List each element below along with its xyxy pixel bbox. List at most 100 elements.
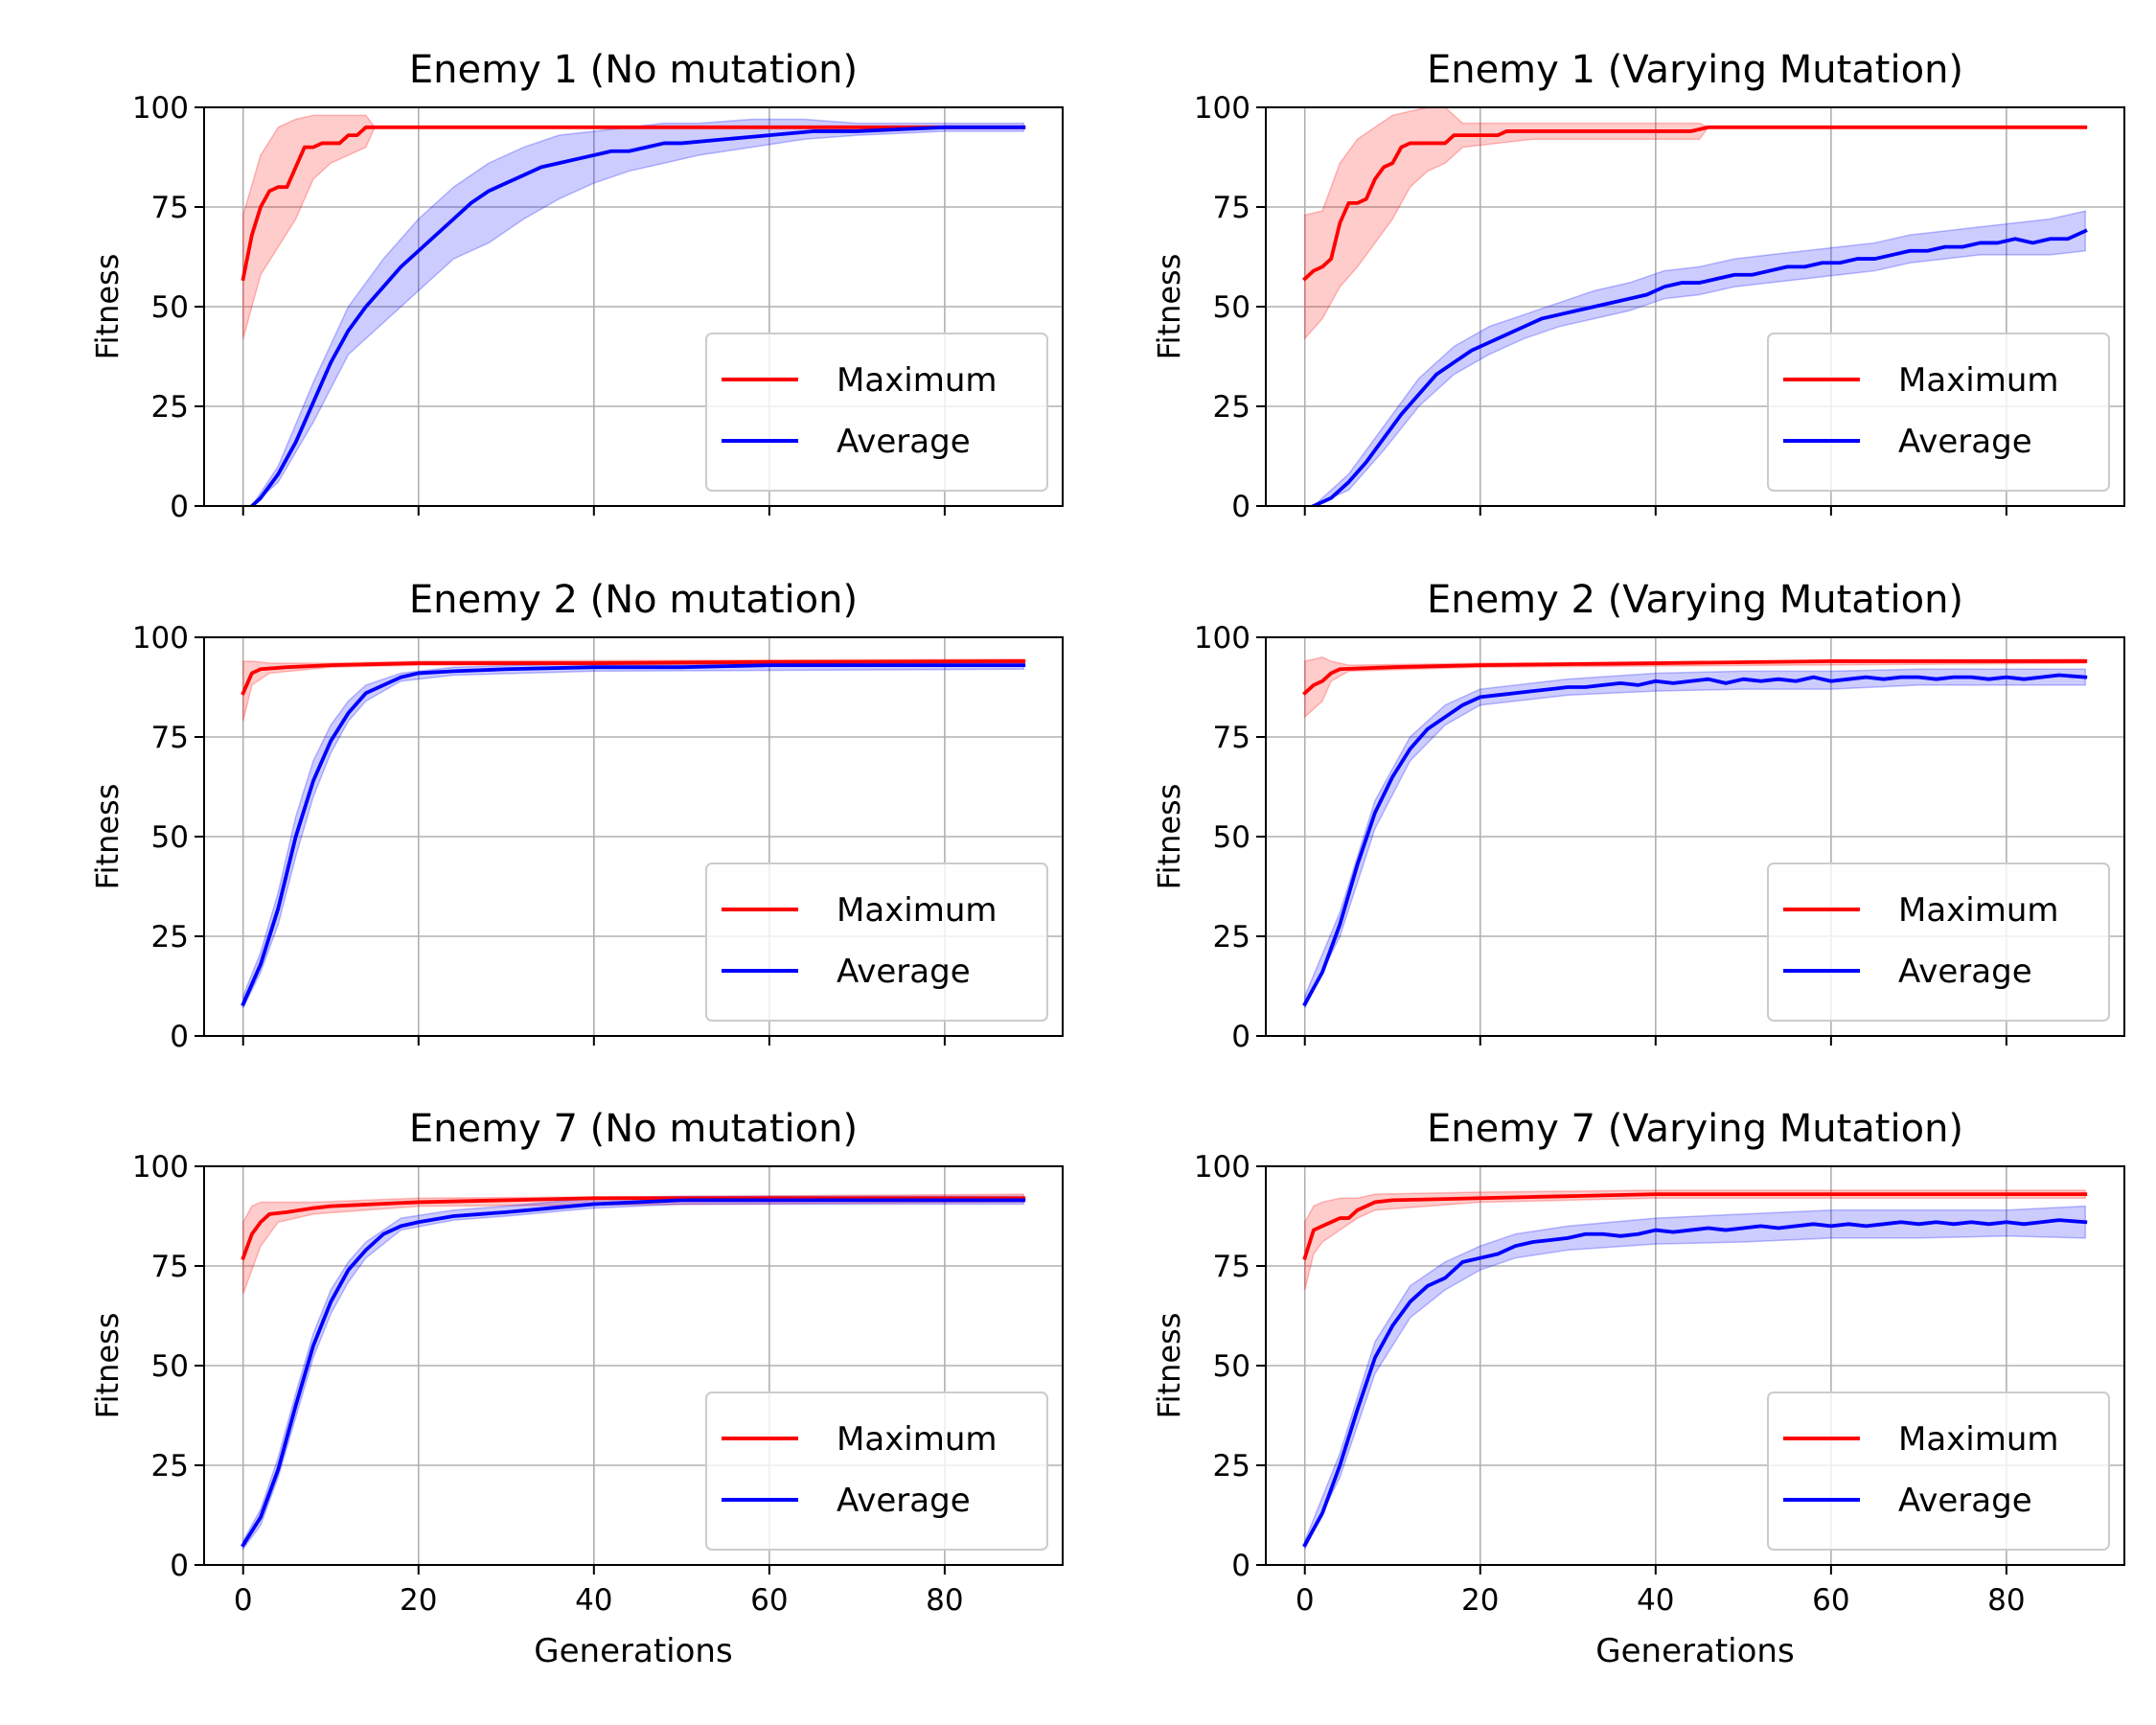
series-line-average	[1302, 673, 2088, 1007]
y-tick-label: 50	[151, 1349, 189, 1384]
y-tick-label: 100	[132, 1150, 189, 1184]
y-tick-label: 25	[151, 390, 189, 425]
subplot-title: Enemy 2 (Varying Mutation)	[1427, 578, 1963, 622]
legend-label-average: Average	[1898, 1482, 2032, 1520]
legend-label-average: Average	[837, 423, 971, 461]
plot-area	[1302, 656, 2088, 1009]
x-tick-label: 80	[926, 1583, 963, 1618]
legend-label-maximum: Maximum	[837, 1420, 998, 1459]
legend: Maximum Average	[705, 1392, 1048, 1551]
y-tick-label: 25	[1213, 390, 1250, 425]
legend-box	[705, 333, 1048, 492]
legend: Maximum Average	[1767, 862, 2110, 1022]
y-tick-label: 100	[1194, 621, 1250, 656]
subplot-title: Enemy 7 (Varying Mutation)	[1427, 1107, 1963, 1151]
x-tick-label: 20	[400, 1583, 437, 1618]
legend-label-maximum: Maximum	[837, 891, 998, 930]
legend-label-maximum: Maximum	[1898, 891, 2059, 930]
x-axis-label: Generations	[534, 1632, 732, 1670]
y-tick-label: 0	[1231, 1549, 1250, 1583]
y-tick-label: 50	[151, 290, 189, 325]
y-axis-label: Fitness	[89, 1313, 126, 1419]
y-tick-label: 100	[1194, 1150, 1250, 1184]
y-tick-label: 75	[1213, 191, 1250, 225]
x-tick-label: 80	[1987, 1583, 2025, 1618]
legend-label-maximum: Maximum	[1898, 361, 2059, 400]
plot-area	[241, 114, 1026, 506]
legend-label-average: Average	[1898, 953, 2032, 991]
subplot-1: 0 25 50 75 100 Enemy 1 (No mutation) Fitness Ma…	[89, 48, 1064, 524]
legend-box	[1767, 862, 2110, 1022]
y-tick-label: 100	[132, 91, 189, 126]
y-tick-label: 75	[151, 721, 189, 755]
series-line-maximum	[1302, 659, 2088, 696]
y-tick-label: 0	[170, 490, 189, 524]
y-tick-label: 50	[1213, 1349, 1250, 1384]
y-axis-label: Fitness	[89, 254, 126, 360]
y-axis-label: Fitness	[89, 784, 126, 890]
legend-label-average: Average	[837, 1482, 971, 1520]
subplot-title: Enemy 1 (Varying Mutation)	[1427, 48, 1963, 92]
band-average	[241, 1195, 1025, 1552]
subplot-2: 0 25 50 75 100 Enemy 1 (Varying Mutation) Fitn…	[1151, 48, 2125, 524]
series-line-maximum	[1302, 125, 2088, 282]
y-tick-label: 50	[1213, 290, 1250, 325]
y-tick-label: 25	[1213, 920, 1250, 954]
legend-box	[705, 862, 1048, 1022]
band-maximum	[1303, 656, 2087, 719]
legend: Maximum Average	[1767, 333, 2110, 492]
series-line-average	[1302, 1218, 2088, 1548]
y-tick-label: 50	[1213, 820, 1250, 855]
series-line-average	[249, 125, 1026, 506]
subplot-title: Enemy 2 (No mutation)	[409, 578, 858, 622]
series-line-average	[241, 1198, 1026, 1548]
band-average	[1303, 668, 2087, 1009]
y-tick-label: 75	[151, 1250, 189, 1284]
subplot-title: Enemy 7 (No mutation)	[409, 1107, 858, 1151]
y-axis-label: Fitness	[1151, 784, 1187, 890]
subplot-4: 0 25 50 75 100 Enemy 2 (Varying Mutation) Fitn…	[1151, 578, 2125, 1054]
y-tick-label: 100	[132, 621, 189, 656]
series-line-average	[1311, 228, 2088, 506]
plot-area	[241, 1193, 1026, 1552]
legend: Maximum Average	[705, 333, 1048, 492]
y-tick-label: 0	[1231, 1020, 1250, 1054]
legend: Maximum Average	[1767, 1392, 2110, 1551]
band-maximum	[241, 1193, 1025, 1295]
y-tick-label: 50	[151, 820, 189, 855]
legend-label-maximum: Maximum	[837, 361, 998, 400]
y-axis-label: Fitness	[1151, 1313, 1187, 1419]
plot-area	[1302, 1189, 2088, 1550]
legend-label-maximum: Maximum	[1898, 1420, 2059, 1459]
subplot-6: 0 25 50 75 100 0 20 40 60 80 Enemy 7 (Varying Muta…	[1151, 1107, 2125, 1670]
x-tick-label: 0	[1296, 1583, 1315, 1618]
y-tick-label: 25	[151, 1449, 189, 1484]
plot-area	[1302, 107, 2088, 506]
x-tick-label: 40	[1637, 1583, 1674, 1618]
y-axis-label: Fitness	[1151, 254, 1187, 360]
legend: Maximum Average	[705, 862, 1048, 1022]
y-tick-label: 75	[1213, 1250, 1250, 1284]
y-tick-label: 0	[170, 1549, 189, 1583]
legend-label-average: Average	[1898, 423, 2032, 461]
band-average	[241, 660, 1025, 1009]
legend-box	[705, 1392, 1048, 1551]
y-tick-label: 100	[1194, 91, 1250, 126]
x-axis-label: Generations	[1595, 1632, 1794, 1670]
y-tick-label: 75	[151, 191, 189, 225]
y-tick-label: 0	[1231, 490, 1250, 524]
series-line-maximum	[241, 1196, 1026, 1261]
legend-box	[1767, 333, 2110, 492]
x-tick-label: 0	[234, 1583, 253, 1618]
x-tick-label: 20	[1461, 1583, 1499, 1618]
legend-box	[1767, 1392, 2110, 1551]
x-tick-label: 40	[575, 1583, 612, 1618]
y-tick-label: 25	[151, 920, 189, 954]
subplot-title: Enemy 1 (No mutation)	[409, 48, 858, 92]
legend-label-average: Average	[837, 953, 971, 991]
y-tick-label: 0	[170, 1020, 189, 1054]
x-tick-label: 60	[750, 1583, 788, 1618]
subplot-3: 0 25 50 75 100 Enemy 2 (No mutation) Fitness Ma…	[89, 578, 1064, 1054]
y-tick-label: 75	[1213, 721, 1250, 755]
series-line-maximum	[241, 125, 1026, 282]
